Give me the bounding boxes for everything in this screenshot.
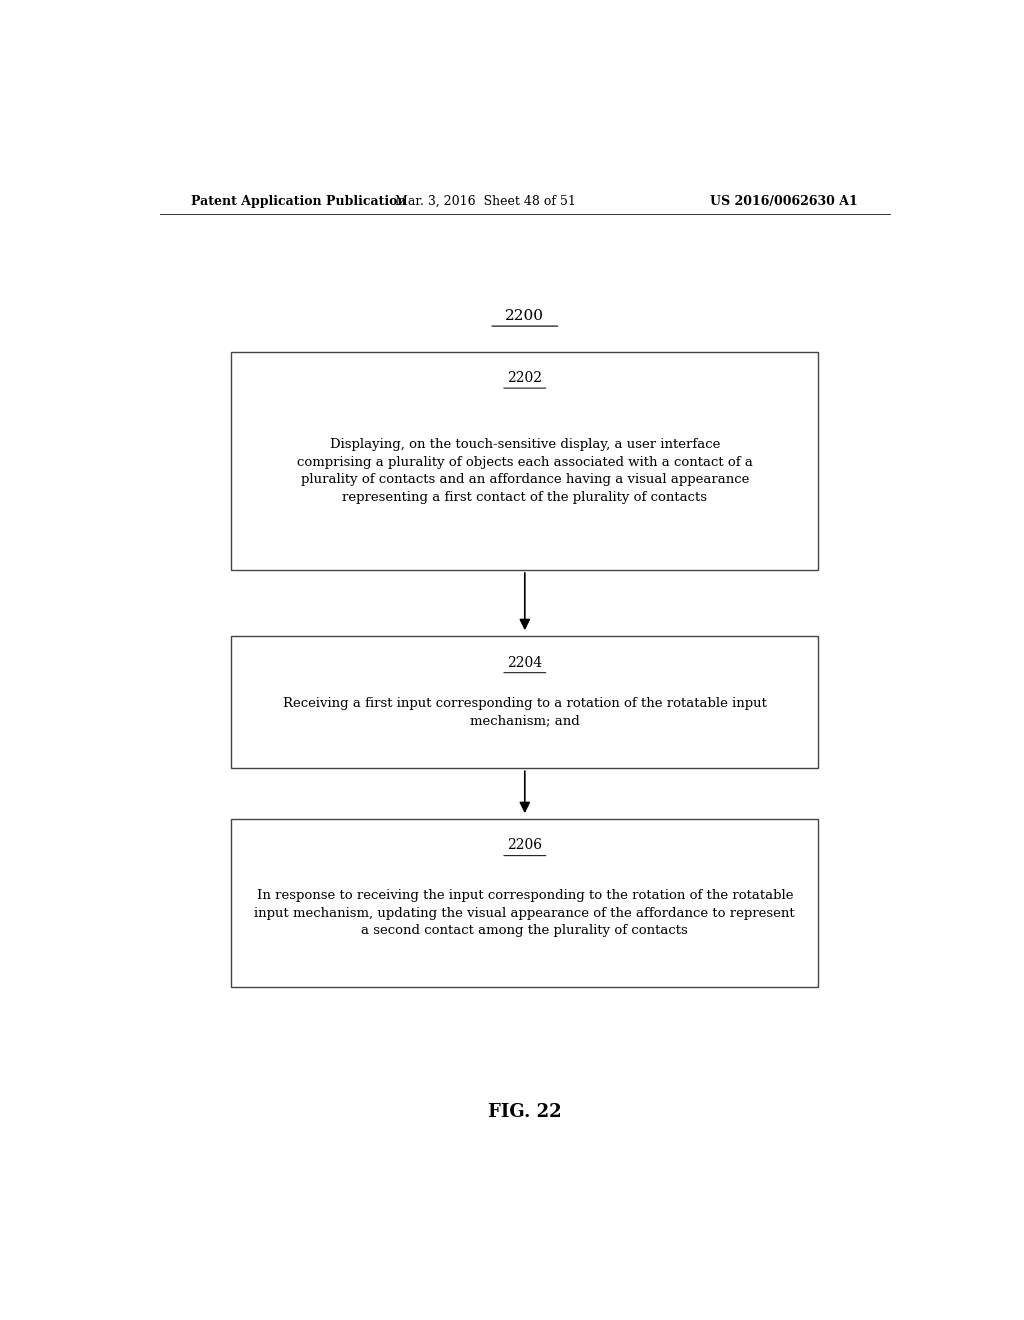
Text: 2200: 2200 bbox=[505, 309, 545, 323]
Text: FIG. 22: FIG. 22 bbox=[488, 1102, 561, 1121]
Text: Mar. 3, 2016  Sheet 48 of 51: Mar. 3, 2016 Sheet 48 of 51 bbox=[394, 194, 575, 207]
Text: 2202: 2202 bbox=[507, 371, 543, 385]
Text: 2206: 2206 bbox=[507, 838, 543, 853]
Bar bbox=[231, 351, 818, 570]
Bar bbox=[231, 636, 818, 768]
Text: Receiving a first input corresponding to a rotation of the rotatable input
mecha: Receiving a first input corresponding to… bbox=[283, 697, 767, 727]
Text: In response to receiving the input corresponding to the rotation of the rotatabl: In response to receiving the input corre… bbox=[255, 890, 795, 937]
Text: Patent Application Publication: Patent Application Publication bbox=[191, 194, 407, 207]
Bar bbox=[231, 818, 818, 987]
Text: Displaying, on the touch-sensitive display, a user interface
comprising a plural: Displaying, on the touch-sensitive displ… bbox=[297, 438, 753, 504]
Text: 2204: 2204 bbox=[507, 656, 543, 669]
Text: US 2016/0062630 A1: US 2016/0062630 A1 bbox=[711, 194, 858, 207]
